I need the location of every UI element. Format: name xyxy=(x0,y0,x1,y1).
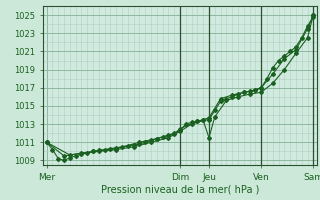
X-axis label: Pression niveau de la mer( hPa ): Pression niveau de la mer( hPa ) xyxy=(101,184,259,194)
